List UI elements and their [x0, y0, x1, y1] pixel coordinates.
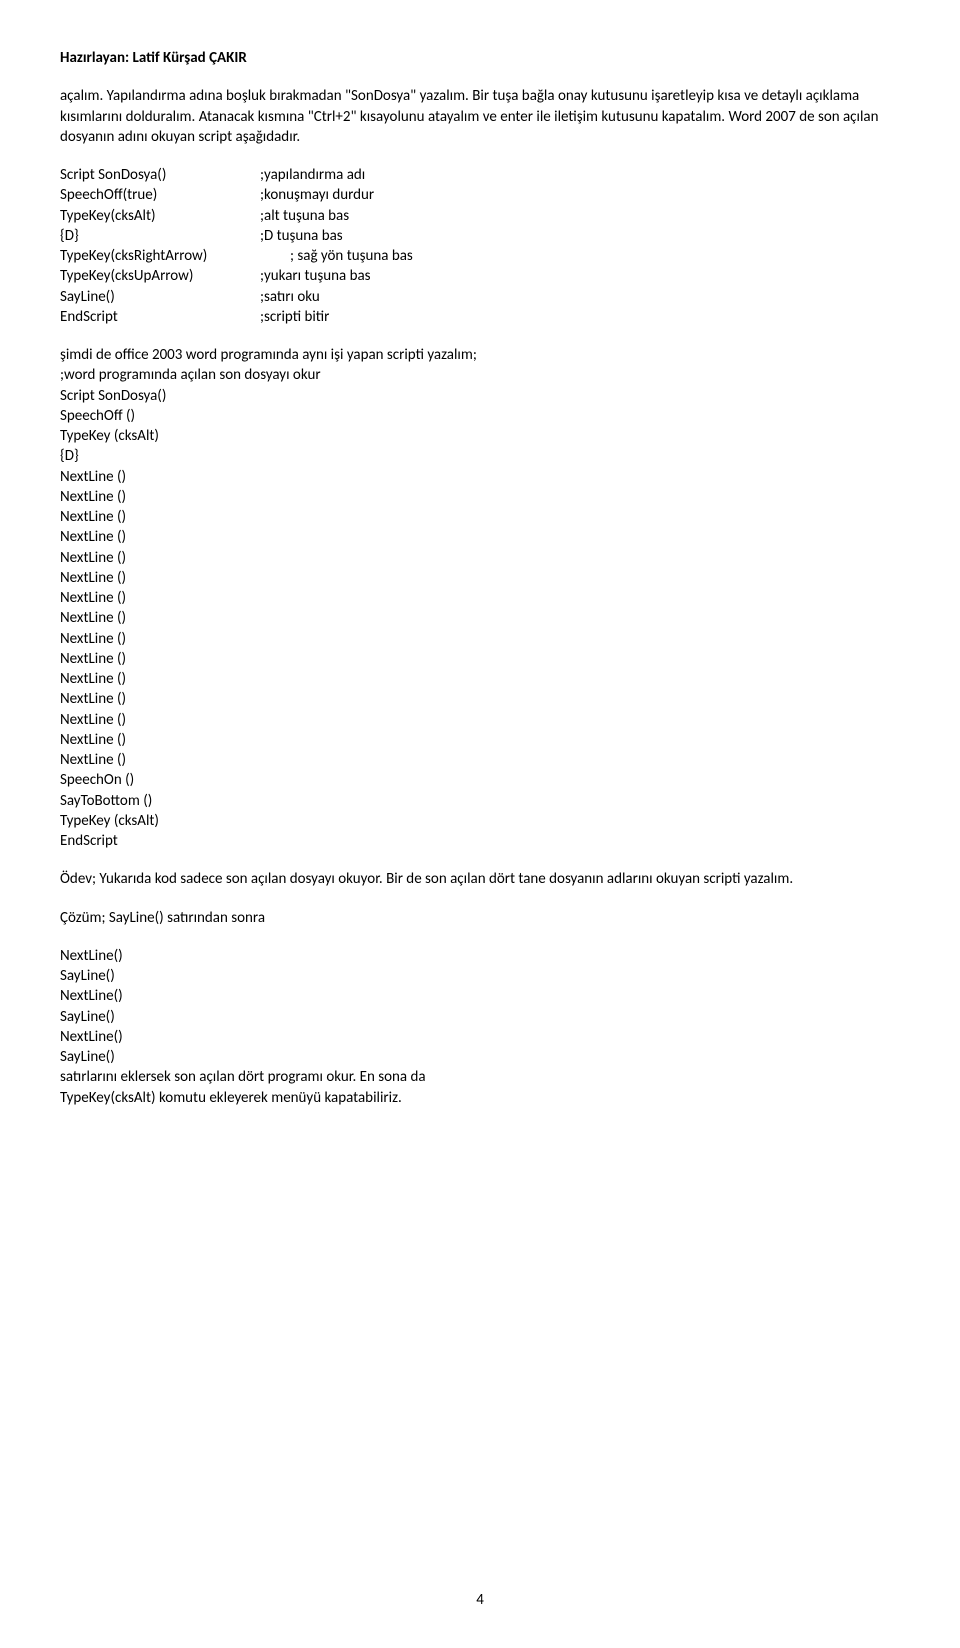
hw-text-2: Çözüm; SayLine() satırından sonra [60, 908, 900, 928]
script-row: EndScript ;scripti bitir [60, 307, 900, 327]
script-line: NextLine () [60, 649, 900, 669]
script-row: TypeKey(cksUpArrow) ;yukarı tuşuna bas [60, 266, 900, 286]
script-line: TypeKey (cksAlt) [60, 426, 900, 446]
script-line: NextLine () [60, 548, 900, 568]
mid-text: şimdi de office 2003 word programında ay… [60, 345, 900, 386]
script-comment: ; sağ yön tuşuna bas [290, 246, 900, 266]
script-comment: ;satırı oku [260, 287, 900, 307]
script-cmd: SpeechOff(true) [60, 185, 260, 205]
script-row: SpeechOff(true) ;konuşmayı durdur [60, 185, 900, 205]
script-line: SayLine() [60, 966, 900, 986]
outro-text-1: satırlarını eklersek son açılan dört pro… [60, 1067, 900, 1087]
script-cmd: TypeKey(cksUpArrow) [60, 266, 260, 286]
solution-paragraph: Çözüm; SayLine() satırından sonra [60, 908, 900, 928]
script-row: TypeKey(cksRightArrow) ; sağ yön tuşuna … [60, 246, 900, 266]
script-block-1: Script SonDosya() ;yapılandırma adı Spee… [60, 165, 900, 327]
script-line: {D} [60, 446, 900, 466]
outro-text-2: TypeKey(cksAlt) komutu ekleyerek menüyü … [60, 1088, 900, 1108]
script-line: NextLine () [60, 568, 900, 588]
outro-paragraph: satırlarını eklersek son açılan dört pro… [60, 1067, 900, 1108]
mid-line-2: ;word programında açılan son dosyayı oku… [60, 365, 900, 385]
script-cmd: {D} [60, 226, 260, 246]
intro-paragraph: açalım. Yapılandırma adına boşluk bırakm… [60, 86, 900, 147]
script-line: NextLine () [60, 730, 900, 750]
script-comment: ;alt tuşuna bas [260, 206, 900, 226]
script-line: SpeechOff () [60, 406, 900, 426]
script-row: {D} ;D tuşuna bas [60, 226, 900, 246]
script-line: Script SonDosya() [60, 386, 900, 406]
mid-line-1: şimdi de office 2003 word programında ay… [60, 345, 900, 365]
intro-text: açalım. Yapılandırma adına boşluk bırakm… [60, 86, 900, 147]
script-line: NextLine() [60, 1027, 900, 1047]
script-line: NextLine () [60, 689, 900, 709]
script-block-2: Script SonDosya() SpeechOff () TypeKey (… [60, 386, 900, 852]
script-line: NextLine () [60, 467, 900, 487]
script-comment: ;D tuşuna bas [260, 226, 900, 246]
script-cmd: Script SonDosya() [60, 165, 260, 185]
script-line: NextLine () [60, 750, 900, 770]
script-block-3: NextLine() SayLine() NextLine() SayLine(… [60, 946, 900, 1068]
script-line: NextLine () [60, 487, 900, 507]
script-line: EndScript [60, 831, 900, 851]
script-line: NextLine() [60, 946, 900, 966]
script-line: NextLine () [60, 527, 900, 547]
script-line: NextLine () [60, 608, 900, 628]
script-line: NextLine () [60, 629, 900, 649]
script-line: NextLine () [60, 507, 900, 527]
page-header: Hazırlayan: Latif Kürşad ÇAKIR [60, 48, 900, 68]
script-row: Script SonDosya() ;yapılandırma adı [60, 165, 900, 185]
script-cmd: TypeKey(cksRightArrow) [60, 246, 290, 266]
script-comment: ;yapılandırma adı [260, 165, 900, 185]
script-line: SpeechOn () [60, 770, 900, 790]
script-cmd: TypeKey(cksAlt) [60, 206, 260, 226]
hw-text-1: Ödev; Yukarıda kod sadece son açılan dos… [60, 869, 900, 889]
script-cmd: SayLine() [60, 287, 260, 307]
script-line: SayLine() [60, 1007, 900, 1027]
homework-paragraph: Ödev; Yukarıda kod sadece son açılan dos… [60, 869, 900, 889]
script-line: NextLine () [60, 588, 900, 608]
script-comment: ;yukarı tuşuna bas [260, 266, 900, 286]
script-line: SayToBottom () [60, 791, 900, 811]
page-number: 4 [476, 1590, 484, 1610]
script-line: NextLine() [60, 986, 900, 1006]
script-cmd: EndScript [60, 307, 260, 327]
script-line: NextLine () [60, 710, 900, 730]
script-row: SayLine() ;satırı oku [60, 287, 900, 307]
script-comment: ;scripti bitir [260, 307, 900, 327]
script-line: TypeKey (cksAlt) [60, 811, 900, 831]
script-comment: ;konuşmayı durdur [260, 185, 900, 205]
script-line: NextLine () [60, 669, 900, 689]
script-line: SayLine() [60, 1047, 900, 1067]
script-row: TypeKey(cksAlt) ;alt tuşuna bas [60, 206, 900, 226]
